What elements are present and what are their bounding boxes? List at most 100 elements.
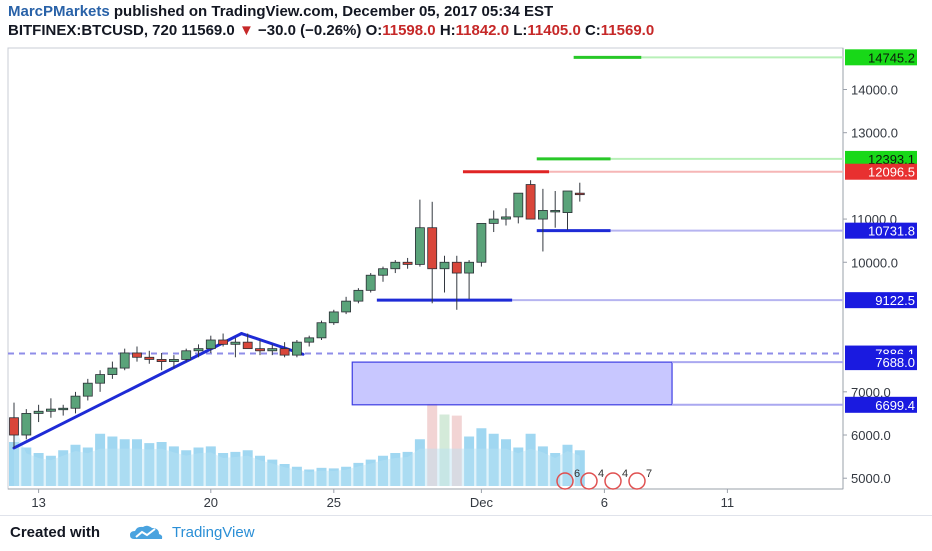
event-count: 7 (646, 468, 652, 480)
candle-body (328, 311, 339, 324)
volume-bar (33, 453, 44, 486)
price-label-box (845, 292, 917, 309)
volume-bar (107, 436, 118, 486)
volume-bar (70, 444, 81, 486)
candle-body (538, 210, 548, 220)
candle (181, 348, 192, 362)
candle-body (58, 407, 69, 411)
candle-body (550, 210, 561, 213)
price-change: −30.0 (−0.26%) (257, 22, 362, 39)
volume-bar (378, 455, 388, 486)
candle-body (513, 192, 524, 218)
candle-body (464, 261, 475, 274)
close-value: 11569.0 (600, 22, 655, 39)
candle-body (218, 339, 229, 345)
volume-bar (21, 447, 32, 486)
candle-body (451, 261, 462, 274)
candle-body (168, 359, 179, 362)
volume-bar (58, 450, 69, 486)
low-value: 11405.0 (527, 22, 581, 39)
candle (501, 208, 511, 226)
tradingview-cloud-icon (130, 525, 163, 539)
candle (464, 260, 475, 299)
x-tick-label: 6 (601, 495, 608, 510)
event-count: 6 (574, 468, 580, 480)
candle-body (21, 413, 32, 436)
high-label: H: (439, 22, 456, 39)
y-tick-label: 14000.0 (851, 83, 898, 98)
candle (538, 188, 548, 252)
volume-bar (242, 450, 253, 486)
x-tick-label: 13 (31, 495, 45, 510)
candle (562, 190, 573, 230)
candle-body (525, 184, 536, 220)
low-label: L: (513, 22, 528, 39)
candle-body (304, 337, 315, 343)
event-marker-icon (580, 472, 598, 490)
candle (95, 370, 105, 392)
volume-bar (95, 433, 106, 486)
candle-body (230, 341, 241, 345)
volume-bar (279, 464, 290, 486)
candle (205, 335, 216, 353)
candle (46, 398, 56, 418)
publish-line: MarcPMarkets published on TradingView.co… (8, 3, 553, 20)
candle (427, 201, 438, 304)
candle (439, 255, 450, 293)
candle (304, 335, 315, 347)
tradingview-brand[interactable]: TradingView (172, 524, 255, 541)
open-value: 11598.0 (382, 22, 436, 39)
volume-bar (439, 414, 450, 486)
down-arrow-icon: ▼ (238, 22, 254, 39)
candle (550, 191, 561, 228)
candle (156, 352, 167, 371)
close-label: C: (584, 22, 601, 39)
last-price: 11569.0 (181, 22, 235, 39)
candle (402, 257, 413, 269)
volume-bar (230, 451, 241, 486)
candle-body (365, 274, 376, 291)
price-label: 6699.4 (875, 398, 915, 413)
price-label: 9122.5 (875, 293, 915, 308)
price-chart[interactable]: 6 4 4 7 5000.06000.07000.010000.011000.01300… (0, 42, 932, 515)
price-label: 10731.8 (868, 224, 915, 239)
candle (21, 409, 32, 440)
volume-bar (476, 428, 487, 486)
event-count: 4 (622, 468, 628, 480)
chart-header: MarcPMarkets published on TradingView.co… (0, 0, 932, 42)
price-label-box (845, 49, 917, 66)
candle-body (33, 410, 44, 414)
candle-body (439, 261, 450, 270)
candle (82, 378, 93, 401)
candle (525, 180, 536, 220)
event-marker-icon (556, 472, 574, 490)
volume-bar (328, 468, 339, 486)
volume-bar (132, 439, 142, 486)
candle (242, 333, 253, 350)
candle (316, 320, 327, 340)
volume-bar (9, 442, 19, 486)
candle-body (341, 300, 352, 313)
author-name[interactable]: MarcPMarkets (8, 3, 110, 20)
candle-body (119, 352, 130, 369)
candle (70, 391, 81, 414)
volume-bar (218, 453, 229, 486)
candle (144, 350, 155, 364)
candle (168, 355, 179, 369)
candle-body (353, 289, 364, 302)
created-with-text: Created with (10, 524, 101, 541)
volume-bar (513, 447, 524, 486)
price-label: 12393.1 (868, 152, 915, 167)
volume-bar (181, 450, 192, 486)
candle-body (562, 190, 573, 213)
price-label-box (845, 150, 917, 167)
candle-body (291, 341, 302, 356)
volume-bar (451, 415, 462, 486)
x-tick-label: 25 (327, 495, 341, 510)
candle-body (144, 356, 155, 360)
demand-zone (351, 361, 673, 406)
candle-body (316, 322, 327, 339)
candle-body (242, 341, 253, 350)
candle (378, 266, 388, 282)
price-label-box (845, 163, 917, 180)
